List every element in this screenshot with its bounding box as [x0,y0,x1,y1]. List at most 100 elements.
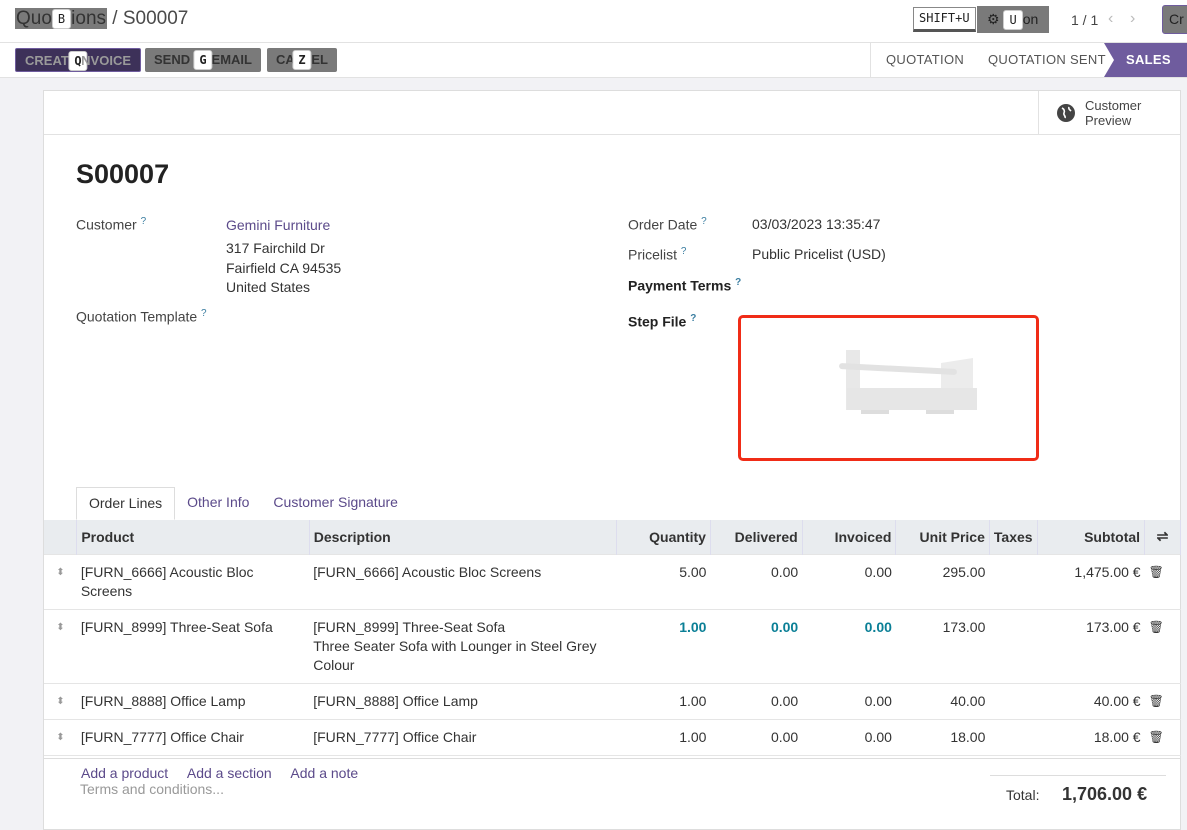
trash-icon[interactable]: 🗑 [1144,553,1181,609]
table-row[interactable]: ⬍ [FURN_8999] Three-Seat Sofa [FURN_8999… [44,608,1181,683]
add-line-links: Add a product Add a section Add a note [44,754,1181,791]
hotkey-hint: Q [68,51,88,71]
step-file-preview[interactable] [738,315,1039,461]
pager-value[interactable]: 1 / 1 [1071,12,1099,28]
column-header-product[interactable]: Product [76,520,310,554]
sofa-3d-model-image [839,350,977,414]
action-label: on [1022,11,1039,27]
hotkey-hint: U [1003,10,1023,31]
customer-label: Customer ? [76,216,147,233]
breadcrumb-parent-text: ions [71,8,107,29]
quantity-cell[interactable]: 1.00 [616,608,711,683]
taxes-cell[interactable] [989,608,1038,683]
customer-preview-button[interactable]: Customer Preview [1038,91,1180,135]
unit-price-cell[interactable]: 18.00 [895,718,990,755]
taxes-cell[interactable] [989,682,1038,719]
table-row[interactable]: ⬍ [FURN_6666] Acoustic Bloc Screens [FUR… [44,553,1181,609]
quantity-cell[interactable]: 1.00 [616,682,711,719]
form-sheet: Customer Preview S00007 Customer ? Gemini… [43,90,1181,830]
column-header-taxes[interactable]: Taxes [989,520,1038,554]
statusbar: CREAT Q NVOICE SEND G EMAIL CA Z EL QUOTATION … [0,43,1187,78]
tab-other-info[interactable]: Other Info [187,494,250,510]
pager-next-icon[interactable]: › [1130,10,1136,27]
total-label: Total: [1006,787,1040,803]
product-cell[interactable]: [FURN_6666] Acoustic Bloc Screens [76,553,310,609]
pricelist-value[interactable]: Public Pricelist (USD) [752,246,886,262]
hotkey-hint: G [193,50,213,70]
cancel-button[interactable]: CA Z EL [267,48,337,72]
status-quotation-sent[interactable]: QUOTATION SENT [988,52,1106,67]
trash-icon[interactable]: 🗑 [1144,682,1181,719]
product-cell[interactable]: [FURN_8999] Three-Seat Sofa [76,608,310,683]
taxes-cell[interactable] [989,718,1038,755]
status-quotation[interactable]: QUOTATION [886,52,965,67]
column-header-unit-price[interactable]: Unit Price [895,520,990,554]
description-cell[interactable]: [FURN_8999] Three-Seat Sofa Three Seater … [309,608,617,683]
customer-preview-label: Customer [1085,98,1142,113]
table-row[interactable]: ⬍ [FURN_7777] Office Chair [FURN_7777] O… [44,718,1181,755]
unit-price-cell[interactable]: 295.00 [895,553,990,609]
drag-handle-icon[interactable]: ⬍ [44,682,77,719]
unit-price-cell[interactable]: 40.00 [895,682,990,719]
table-row[interactable]: ⬍ [FURN_8888] Office Lamp [FURN_8888] Of… [44,682,1181,719]
add-section-link[interactable]: Add a section [186,764,272,781]
gear-icon: ⚙ [987,11,1000,27]
tab-order-lines[interactable]: Order Lines [76,487,176,520]
invoiced-cell: 0.00 [802,608,896,683]
column-header-quantity[interactable]: Quantity [616,520,711,554]
hotkey-hint: Z [292,50,312,70]
product-cell[interactable]: [FURN_7777] Office Chair [76,718,310,755]
order-footer: Terms and conditions... Total: 1,706.00 … [44,758,1181,804]
column-header-invoiced[interactable]: Invoiced [802,520,897,554]
payment-terms-label: Payment Terms ? [628,277,742,294]
status-sales-order[interactable]: SALES ORI [1104,43,1187,77]
drag-handle-icon[interactable]: ⬍ [44,718,77,755]
description-cell[interactable]: [FURN_6666] Acoustic Bloc Screens [309,553,617,609]
record-name: S00007 [76,159,170,189]
tab-customer-signature[interactable]: Customer Signature [273,494,398,510]
quotation-template-label: Quotation Template ? [76,308,207,325]
column-header-delivered[interactable]: Delivered [710,520,803,554]
customer-link[interactable]: Gemini Furniture [226,217,331,233]
description-cell[interactable]: [FURN_7777] Office Chair [309,718,617,755]
product-cell[interactable]: [FURN_8888] Office Lamp [76,682,310,719]
taxes-cell[interactable] [989,553,1038,609]
shortcut-hint: SHIFT+U [913,7,976,32]
handle-header [44,520,78,554]
subtotal-cell: 1,475.00 € [1037,553,1145,609]
customer-preview-label: Preview [1085,113,1132,128]
quantity-cell[interactable]: 1.00 [616,718,711,755]
optional-columns-icon[interactable]: ⇌ [1144,520,1181,554]
step-file-label: Step File ? [628,313,697,330]
terms-and-conditions-input[interactable]: Terms and conditions... [80,781,224,797]
trash-icon[interactable]: 🗑 [1144,608,1181,683]
pager-previous-icon[interactable]: ‹ [1108,10,1114,27]
unit-price-cell[interactable]: 173.00 [895,608,990,683]
invoiced-cell: 0.00 [802,553,896,609]
column-header-subtotal[interactable]: Subtotal [1037,520,1146,554]
description-cell[interactable]: [FURN_8888] Office Lamp [309,682,617,719]
pricelist-label: Pricelist ? [628,246,687,263]
drag-handle-icon[interactable]: ⬍ [44,608,77,683]
column-header-description[interactable]: Description [309,520,618,554]
create-button[interactable]: Cr [1162,5,1187,34]
order-date-label: Order Date ? [628,216,707,233]
add-note-link[interactable]: Add a note [290,764,359,781]
order-date-value[interactable]: 03/03/2023 13:35:47 [752,216,881,232]
globe-icon [1057,104,1075,122]
send-by-email-button[interactable]: SEND G EMAIL [145,48,261,72]
create-invoice-button[interactable]: CREAT Q NVOICE [15,48,141,72]
total-value: 1,706.00 € [1062,784,1148,804]
add-product-link[interactable]: Add a product [81,764,169,781]
breadcrumb-parent-text: Quo [16,8,52,29]
quantity-cell[interactable]: 5.00 [616,553,711,609]
customer-address: 317 Fairchild Dr Fairfield CA 94535 United… [226,240,342,295]
delivered-cell: 0.00 [710,682,803,719]
subtotal-cell: 173.00 € [1037,608,1145,683]
drag-handle-icon[interactable]: ⬍ [44,553,77,609]
trash-icon[interactable]: 🗑 [1144,718,1181,755]
